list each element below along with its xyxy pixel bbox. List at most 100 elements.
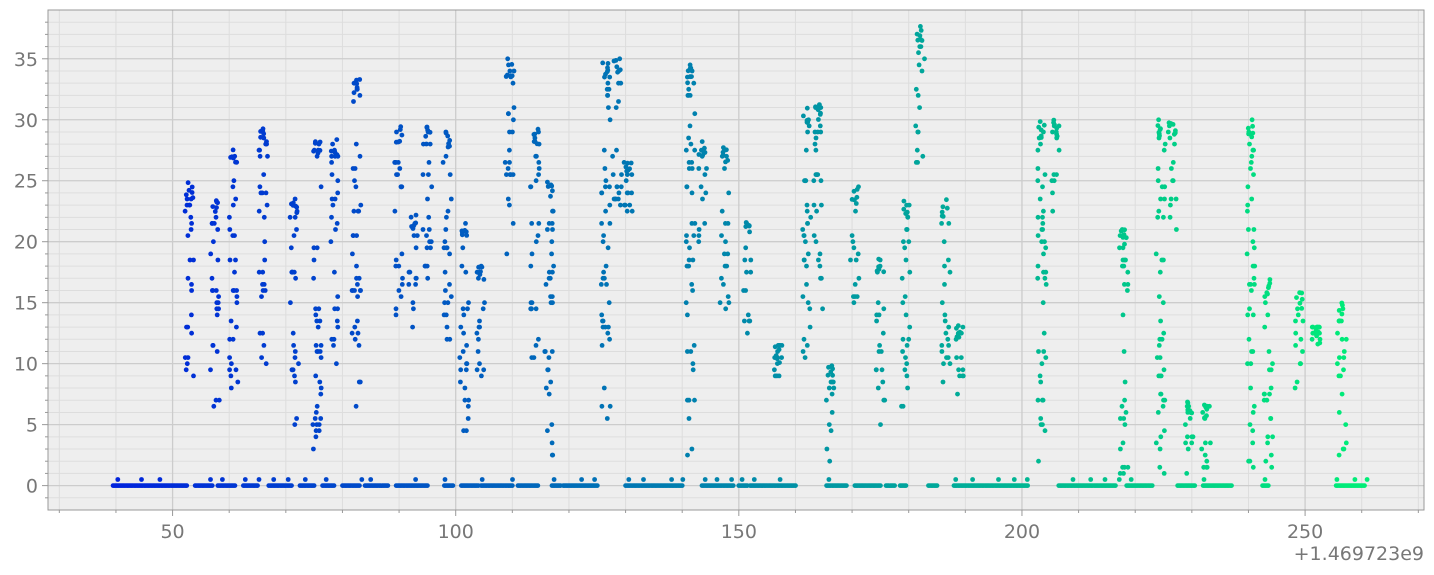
data-point — [803, 178, 808, 184]
x-tick-label: 250 — [1287, 521, 1323, 543]
data-point — [815, 107, 821, 113]
data-point — [685, 312, 690, 318]
data-point — [905, 385, 910, 391]
data-point — [1267, 277, 1273, 282]
data-point — [1250, 147, 1256, 153]
data-point — [1161, 330, 1167, 336]
data-point — [314, 318, 320, 324]
data-point — [230, 288, 236, 293]
data-point — [1157, 464, 1163, 470]
data-point — [804, 282, 809, 287]
data-point — [230, 184, 236, 190]
data-point — [228, 385, 234, 391]
data-point — [1268, 416, 1273, 421]
data-point — [447, 336, 453, 342]
data-point — [686, 263, 692, 269]
data-point — [466, 300, 471, 306]
data-point — [915, 160, 920, 165]
data-point — [901, 198, 907, 204]
data-point — [1204, 406, 1210, 412]
data-point — [477, 324, 482, 330]
data-point — [228, 155, 234, 160]
data-point — [1183, 422, 1188, 427]
data-point — [901, 239, 906, 245]
x-axis: 50 100 150 200 250 — [58, 510, 1419, 543]
data-point — [603, 263, 609, 269]
data-point — [504, 172, 509, 178]
data-point — [424, 124, 430, 130]
data-point — [726, 300, 732, 306]
data-point — [1265, 291, 1270, 297]
data-point — [352, 324, 358, 330]
data-point — [1035, 263, 1041, 269]
data-point — [313, 373, 319, 379]
data-point — [960, 373, 966, 379]
data-point — [852, 294, 858, 299]
data-point — [814, 172, 820, 178]
data-point — [689, 190, 695, 196]
data-point — [880, 379, 886, 385]
data-point — [1035, 178, 1041, 184]
data-point — [1187, 408, 1193, 414]
data-point — [813, 135, 819, 141]
y-tick-label: 0 — [26, 476, 38, 498]
data-point — [546, 275, 552, 281]
data-point — [263, 190, 269, 196]
data-point — [317, 379, 323, 385]
data-point — [1202, 452, 1208, 458]
data-point — [312, 416, 318, 421]
data-point — [1265, 483, 1271, 488]
data-point — [1299, 290, 1305, 296]
data-point — [599, 343, 605, 348]
data-point — [546, 269, 552, 275]
data-point — [743, 220, 749, 225]
data-point — [460, 245, 466, 251]
data-point — [1070, 477, 1076, 482]
data-point — [536, 160, 542, 165]
data-point — [826, 477, 832, 482]
data-point — [318, 184, 324, 190]
data-point — [900, 403, 906, 409]
data-point — [1265, 440, 1270, 446]
data-point — [689, 221, 695, 226]
data-point — [1249, 349, 1254, 354]
data-point — [258, 190, 264, 196]
data-point — [943, 330, 949, 336]
data-point — [359, 477, 365, 482]
data-point — [183, 192, 189, 198]
data-point — [1173, 128, 1178, 134]
data-point — [688, 141, 694, 147]
data-point — [1268, 452, 1274, 458]
data-point — [1246, 336, 1252, 342]
data-point — [739, 477, 745, 482]
data-point — [1248, 160, 1254, 165]
data-point — [598, 282, 604, 287]
data-point — [334, 361, 339, 367]
data-point — [801, 336, 807, 342]
data-point — [549, 349, 555, 354]
data-point — [1041, 349, 1047, 354]
data-point — [683, 239, 689, 245]
data-point — [413, 477, 418, 482]
data-point — [1336, 410, 1342, 415]
data-point — [355, 318, 360, 324]
data-point — [510, 80, 516, 86]
data-point — [955, 323, 961, 329]
data-point — [1183, 440, 1188, 446]
data-point — [607, 403, 613, 409]
data-point — [917, 44, 923, 49]
data-point — [289, 483, 294, 488]
data-point — [227, 336, 233, 342]
data-point — [1317, 324, 1322, 330]
data-point — [1339, 336, 1345, 342]
data-point — [626, 477, 632, 482]
data-point — [1120, 464, 1125, 470]
data-point — [696, 233, 702, 239]
data-point — [819, 202, 824, 208]
data-point — [234, 324, 239, 330]
data-point — [1040, 300, 1046, 306]
data-point — [392, 208, 398, 214]
data-point — [1314, 333, 1319, 339]
data-point — [1245, 184, 1251, 190]
data-point — [918, 28, 924, 33]
